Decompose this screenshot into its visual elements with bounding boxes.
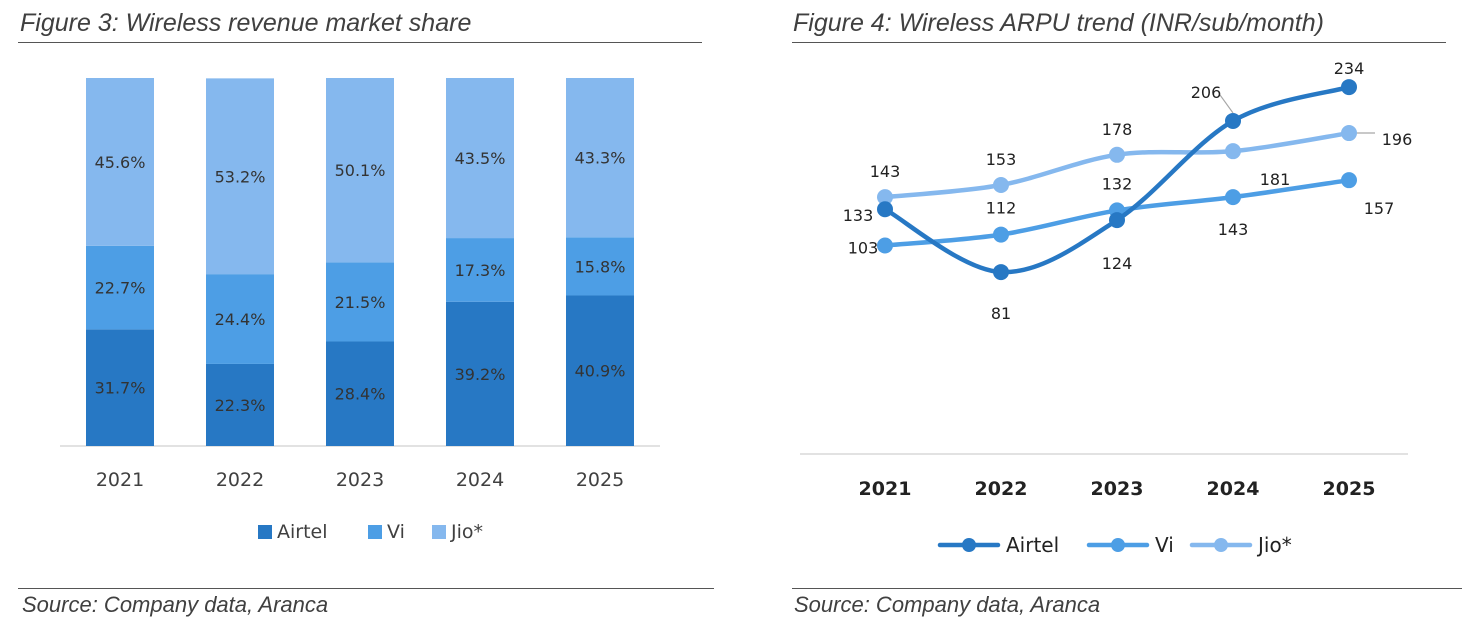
market-share-bar-chart: 31.7% 22.7% 45.6% 2021 22.3% 24.4% 53.2% 2022 28… xyxy=(60,78,660,543)
figure-3-title-rule xyxy=(18,42,702,43)
legend-label-vi: Vi xyxy=(387,521,405,543)
legend-marker-vi xyxy=(1111,538,1125,552)
data-label-jio-2021: 143 xyxy=(870,162,901,181)
point-airtel-2021 xyxy=(877,201,893,218)
data-label-jio-2022: 53.2% xyxy=(215,167,266,186)
legend-marker-airtel xyxy=(962,538,976,552)
data-label-vi-2021: 22.7% xyxy=(95,279,146,298)
point-vi-2021 xyxy=(877,237,893,254)
point-airtel-2023 xyxy=(1109,212,1125,229)
data-label-airtel-2023: 28.4% xyxy=(335,385,386,404)
data-label-airtel-2021: 133 xyxy=(843,206,874,225)
leader-line-airtel-2024 xyxy=(1219,94,1234,114)
data-label-airtel-2021: 31.7% xyxy=(95,379,146,398)
point-jio-2025 xyxy=(1341,125,1357,142)
data-label-airtel-2022: 22.3% xyxy=(215,396,266,415)
data-label-vi-2025: 157 xyxy=(1364,199,1395,218)
point-vi-2024 xyxy=(1225,189,1241,206)
data-label-jio-2024: 181 xyxy=(1260,170,1291,189)
data-label-airtel-2025: 234 xyxy=(1334,59,1365,78)
bar-airtel-2025 xyxy=(566,295,634,446)
bar-vi-2024 xyxy=(446,238,514,302)
bar-jio-2022 xyxy=(206,78,274,275)
point-jio-2024 xyxy=(1225,143,1241,160)
x-tick-label-2023: 2023 xyxy=(336,469,384,491)
x-tick-label-2024: 2024 xyxy=(456,469,504,491)
data-label-airtel-2022: 81 xyxy=(991,304,1011,323)
figure-3-source-rule xyxy=(18,588,714,589)
data-label-jio-2023: 178 xyxy=(1102,120,1133,139)
legend-label-vi: Vi xyxy=(1155,533,1174,557)
x-tick-label-2025: 2025 xyxy=(1323,478,1376,500)
data-label-airtel-2024: 206 xyxy=(1191,83,1222,102)
legend-label-jio: Jio* xyxy=(1256,533,1292,557)
legend-label-airtel: Airtel xyxy=(277,521,328,543)
legend-swatch-airtel xyxy=(258,525,272,539)
legend-label-airtel: Airtel xyxy=(1006,533,1059,557)
point-jio-2021 xyxy=(877,189,893,206)
data-label-airtel-2023: 124 xyxy=(1102,254,1133,273)
bar-jio-2025 xyxy=(566,78,634,238)
data-label-jio-2025: 196 xyxy=(1382,130,1413,149)
figure-4-panel: Figure 4: Wireless ARPU trend (INR/sub/m… xyxy=(780,0,1467,626)
legend-marker-jio xyxy=(1214,538,1228,552)
data-label-vi-2024: 143 xyxy=(1218,220,1249,239)
x-tick-label-2025: 2025 xyxy=(576,469,624,491)
figure-3-source: Source: Company data, Aranca xyxy=(22,592,329,617)
data-label-vi-2025: 15.8% xyxy=(575,257,626,276)
x-tick-label-2021: 2021 xyxy=(96,469,144,491)
data-label-jio-2024: 43.5% xyxy=(455,149,506,168)
data-label-jio-2021: 45.6% xyxy=(95,153,146,172)
point-jio-2023 xyxy=(1109,146,1125,163)
bar-airtel-2024 xyxy=(446,301,514,446)
data-label-vi-2023: 132 xyxy=(1102,174,1133,193)
figure-4-title: Figure 4: Wireless ARPU trend (INR/sub/m… xyxy=(793,9,1324,37)
bar-jio-2021 xyxy=(86,78,154,246)
data-label-vi-2022: 112 xyxy=(986,199,1017,218)
data-label-jio-2022: 153 xyxy=(986,150,1017,169)
point-airtel-2025 xyxy=(1341,79,1357,96)
bar-airtel-2022 xyxy=(206,363,274,446)
x-tick-label-2024: 2024 xyxy=(1207,478,1260,500)
point-vi-2025 xyxy=(1341,172,1357,189)
bar-vi-2025 xyxy=(566,237,634,296)
data-label-airtel-2024: 39.2% xyxy=(455,365,506,384)
x-tick-label-2023: 2023 xyxy=(1091,478,1144,500)
bar-vi-2021 xyxy=(86,245,154,330)
data-label-airtel-2025: 40.9% xyxy=(575,362,626,381)
point-vi-2022 xyxy=(993,226,1009,243)
data-label-vi-2024: 17.3% xyxy=(455,261,506,280)
point-airtel-2022 xyxy=(993,264,1009,281)
figure-4-title-rule xyxy=(792,42,1446,43)
data-label-vi-2021: 103 xyxy=(848,238,879,257)
data-label-jio-2023: 50.1% xyxy=(335,161,386,180)
bar-airtel-2023 xyxy=(326,341,394,446)
legend-swatch-jio xyxy=(432,525,446,539)
data-label-vi-2022: 24.4% xyxy=(215,310,266,329)
arpu-line-chart: 133 81 124 206 234 103 112 132 143 157 143 153 178 18… xyxy=(800,59,1413,557)
legend-label-jio: Jio* xyxy=(450,521,483,543)
bar-vi-2022 xyxy=(206,274,274,364)
figure-4-source: Source: Company data, Aranca xyxy=(794,592,1101,617)
point-jio-2022 xyxy=(993,177,1009,194)
data-label-vi-2023: 21.5% xyxy=(335,293,386,312)
x-tick-label-2022: 2022 xyxy=(216,469,264,491)
figure-4-source-rule xyxy=(792,588,1462,589)
x-tick-label-2022: 2022 xyxy=(975,478,1028,500)
data-label-jio-2025: 43.3% xyxy=(575,149,626,168)
bar-jio-2023 xyxy=(326,78,394,263)
figure-3-title: Figure 3: Wireless revenue market share xyxy=(20,9,472,37)
legend-swatch-vi xyxy=(368,525,382,539)
x-tick-label-2021: 2021 xyxy=(859,478,912,500)
bar-jio-2024 xyxy=(446,78,514,239)
point-airtel-2024 xyxy=(1225,112,1241,129)
bar-airtel-2021 xyxy=(86,329,154,446)
figure-3-panel: Figure 3: Wireless revenue market share … xyxy=(0,0,720,626)
bar-vi-2023 xyxy=(326,262,394,342)
